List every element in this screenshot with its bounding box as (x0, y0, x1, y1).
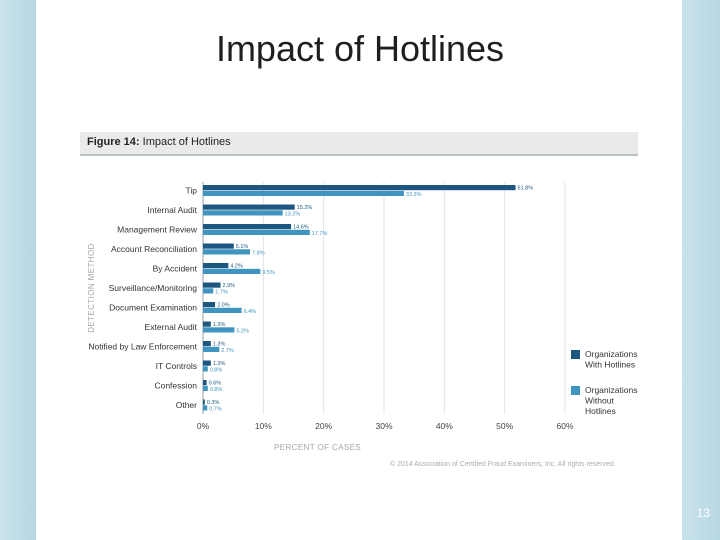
bar-with-hotlines (203, 243, 234, 249)
data-label-with-hotlines: 5.1% (236, 244, 249, 250)
bar-without-hotlines (203, 288, 214, 294)
bar-with-hotlines (203, 282, 221, 288)
bar-with-hotlines (203, 380, 207, 386)
figure-title-text: Impact of Hotlines (142, 136, 231, 148)
bar-without-hotlines (203, 307, 242, 313)
bar-with-hotlines (203, 399, 205, 405)
right-decorative-bar (682, 0, 720, 540)
x-tick-label: 0% (197, 421, 210, 431)
category-label: Confession (154, 381, 197, 391)
category-label: Notified by Law Enforcement (88, 342, 197, 352)
category-label: Other (176, 400, 197, 410)
bar-with-hotlines (203, 321, 211, 327)
data-label-without-hotlines: 33.3% (406, 192, 422, 198)
data-label-with-hotlines: 51.8% (518, 185, 534, 191)
data-label-without-hotlines: 9.5% (262, 270, 275, 276)
data-label-without-hotlines: 17.7% (312, 231, 328, 237)
category-label: Management Review (117, 225, 198, 235)
x-tick-label: 20% (315, 421, 332, 431)
data-label-without-hotlines: 1.7% (215, 289, 228, 295)
legend-label: With Hotlines (585, 360, 635, 370)
data-label-without-hotlines: 6.4% (244, 309, 257, 315)
category-label: External Audit (145, 322, 198, 332)
data-label-with-hotlines: 2.9% (222, 283, 235, 289)
bar-with-hotlines (203, 185, 516, 191)
bar-without-hotlines (203, 346, 220, 352)
bar-with-hotlines (203, 204, 295, 210)
data-label-without-hotlines: 5.2% (236, 328, 249, 334)
copyright-notice: © 2014 Association of Certified Fraud Ex… (390, 461, 616, 468)
data-label-without-hotlines: 2.7% (221, 348, 234, 354)
figure-label: Figure 14: (87, 136, 140, 148)
data-label-with-hotlines: 14.6% (293, 224, 309, 230)
x-tick-label: 30% (375, 421, 392, 431)
bar-without-hotlines (203, 327, 235, 333)
bar-with-hotlines (203, 263, 229, 269)
x-axis-label: PERCENT OF CASES (274, 443, 361, 452)
data-label-with-hotlines: 2.0% (217, 302, 230, 308)
data-label-with-hotlines: 15.2% (297, 205, 313, 211)
x-tick-label: 50% (496, 421, 513, 431)
bar-without-hotlines (203, 190, 404, 196)
data-label-with-hotlines: 0.3% (207, 400, 220, 406)
bar-without-hotlines (203, 268, 261, 274)
category-label: By Accident (153, 264, 198, 274)
bar-without-hotlines (203, 366, 208, 372)
slide-title: Impact of Hotlines (215, 28, 505, 69)
left-decorative-bar (0, 0, 36, 540)
legend-label: Without (585, 396, 614, 406)
data-label-without-hotlines: 7.8% (252, 250, 265, 256)
data-label-without-hotlines: 0.8% (210, 387, 223, 393)
bar-without-hotlines (203, 249, 251, 255)
category-label: Document Examination (109, 303, 197, 313)
legend-swatch (571, 350, 580, 359)
bar-with-hotlines (203, 302, 216, 308)
legend-swatch (571, 386, 580, 395)
data-label-with-hotlines: 1.3% (213, 341, 226, 347)
legend-label: Organizations (585, 349, 637, 359)
data-label-with-hotlines: 0.6% (209, 380, 222, 386)
category-label: Internal Audit (147, 205, 197, 215)
x-tick-label: 40% (436, 421, 453, 431)
bar-with-hotlines (203, 360, 211, 366)
category-label: Surveillance/Monitoring (109, 283, 198, 293)
bar-without-hotlines (203, 405, 208, 411)
bar-without-hotlines (203, 385, 208, 391)
page-number: 13 (696, 506, 710, 520)
figure-title: Figure 14: Impact of Hotlines (87, 136, 231, 148)
data-label-without-hotlines: 0.8% (210, 367, 223, 373)
bar-with-hotlines (203, 224, 292, 230)
x-tick-label: 10% (255, 421, 272, 431)
data-label-without-hotlines: 13.2% (285, 211, 301, 217)
bar-with-hotlines (203, 341, 211, 347)
legend-label: Hotlines (585, 406, 616, 416)
bar-without-hotlines (203, 229, 310, 235)
bar-without-hotlines (203, 210, 283, 216)
y-axis-label: DETECTION METHOD (87, 243, 96, 333)
category-label: IT Controls (156, 361, 197, 371)
data-label-without-hotlines: 0.7% (209, 406, 222, 412)
x-tick-label: 60% (556, 421, 573, 431)
category-label: Account Reconciliation (111, 244, 197, 254)
data-label-with-hotlines: 1.3% (213, 361, 226, 367)
data-label-with-hotlines: 1.3% (213, 322, 226, 328)
figure-header: Figure 14: Impact of Hotlines (80, 132, 638, 156)
legend-label: Organizations (585, 385, 637, 395)
category-label: Tip (186, 186, 198, 196)
data-label-with-hotlines: 4.2% (230, 263, 243, 269)
